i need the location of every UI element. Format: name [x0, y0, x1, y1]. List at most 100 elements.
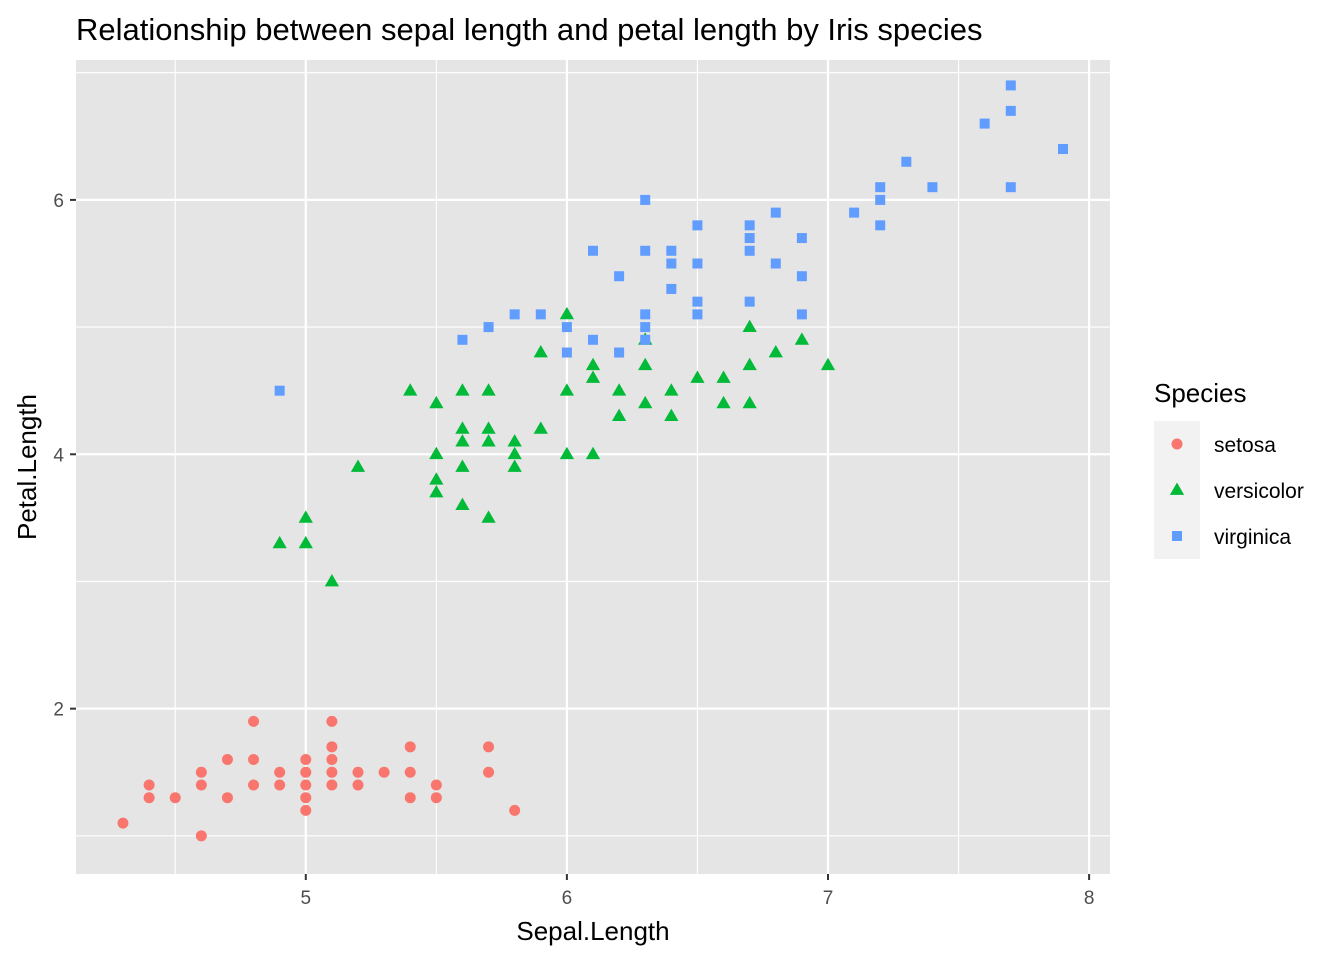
setosa-point: [248, 754, 260, 766]
virginica-point: [796, 309, 807, 320]
virginica-point: [614, 271, 625, 282]
setosa-point: [248, 779, 260, 791]
virginica-point: [875, 220, 886, 231]
plot-panel: [76, 60, 1110, 874]
virginica-point: [509, 309, 520, 320]
virginica-point: [666, 283, 677, 294]
versicolor-point: [768, 345, 783, 358]
virginica-point: [457, 334, 468, 345]
setosa-point: [169, 792, 181, 804]
virginica-point: [875, 194, 886, 205]
legend-key-virginica: [1172, 531, 1182, 541]
virginica-point: [744, 220, 755, 231]
minor-gridlines: [76, 60, 1110, 874]
virginica-point: [849, 207, 860, 218]
virginica-point: [274, 385, 285, 396]
setosa-point: [404, 792, 416, 804]
setosa-point: [248, 715, 260, 727]
x-axis: 5 6 7 8: [300, 874, 1094, 909]
versicolor-point: [559, 383, 575, 396]
versicolor-point: [533, 345, 548, 358]
setosa-point: [300, 754, 312, 766]
setosa-point: [430, 792, 442, 804]
virginica-point: [692, 296, 703, 307]
versicolor-point: [820, 357, 836, 371]
virginica-point: [1005, 182, 1016, 193]
setosa-point: [274, 779, 286, 791]
setosa-point: [221, 754, 233, 766]
virginica-point: [666, 258, 677, 269]
setosa-point: [326, 766, 338, 778]
x-tick-label: 6: [562, 888, 573, 909]
virginica-point: [666, 245, 677, 256]
setosa-point: [300, 779, 312, 791]
setosa-point: [300, 792, 312, 804]
virginica-point: [744, 296, 755, 307]
virginica-point: [796, 271, 807, 282]
setosa-point: [195, 779, 207, 791]
versicolor-point: [794, 332, 810, 345]
versicolor-point: [611, 383, 627, 396]
versicolor-point: [350, 459, 366, 472]
versicolor-point: [298, 535, 313, 549]
versicolor-point: [455, 497, 470, 511]
y-axis: 2 4 6: [53, 191, 76, 721]
setosa-point: [404, 741, 416, 753]
virginica-point: [770, 258, 781, 269]
chart-title: Relationship between sepal length and pe…: [76, 12, 982, 47]
versicolor-point: [559, 446, 575, 460]
virginica-point: [614, 347, 625, 358]
setosa-point: [430, 779, 442, 791]
versicolor-point: [481, 510, 496, 523]
legend-label-virginica: virginica: [1214, 526, 1291, 549]
versicolor-point: [403, 383, 418, 396]
versicolor-point: [559, 306, 575, 320]
versicolor-point: [324, 573, 340, 587]
x-tick-label: 7: [823, 888, 834, 909]
virginica-point: [1005, 80, 1016, 91]
setosa-point: [143, 792, 155, 804]
virginica-point: [692, 258, 703, 269]
versicolor-point: [455, 383, 470, 396]
versicolor-point: [742, 395, 757, 409]
virginica-point: [692, 309, 703, 320]
x-tick-label: 5: [300, 888, 311, 909]
versicolor-point: [429, 446, 444, 460]
setosa-point: [404, 766, 416, 778]
legend: Species setosa versicolor virginica: [1154, 378, 1304, 559]
versicolor-point: [611, 408, 627, 421]
versicolor-point: [716, 370, 731, 383]
virginica-point: [1005, 105, 1016, 116]
versicolor-point: [742, 357, 757, 371]
versicolor-point: [455, 434, 470, 447]
versicolor-point: [507, 459, 522, 472]
legend-label-setosa: setosa: [1214, 434, 1276, 457]
virginica-point: [692, 220, 703, 231]
virginica-point: [640, 309, 651, 320]
x-axis-title: Sepal.Length: [516, 916, 669, 946]
virginica-point: [561, 347, 572, 358]
versicolor-point: [716, 395, 731, 409]
versicolor-point: [507, 446, 522, 460]
setosa-point: [143, 779, 155, 791]
virginica-point: [640, 334, 651, 345]
versicolor-point: [455, 459, 470, 472]
legend-key-setosa: [1171, 438, 1183, 450]
versicolor-point: [638, 357, 653, 371]
setosa-point: [274, 766, 286, 778]
versicolor-point: [481, 421, 496, 434]
y-axis-title: Petal.Length: [12, 394, 42, 540]
versicolor-point: [742, 319, 757, 332]
versicolor-point: [585, 357, 601, 371]
virginica-point: [588, 334, 598, 345]
versicolor-point: [429, 484, 444, 498]
setosa-point: [483, 741, 495, 753]
setosa-point: [352, 766, 364, 778]
virginica-point: [979, 118, 990, 129]
virginica-point: [588, 245, 598, 256]
legend-title: Species: [1154, 378, 1247, 408]
setosa-point: [509, 804, 521, 816]
legend-key-versicolor: [1169, 482, 1185, 495]
y-tick-label: 6: [53, 191, 64, 212]
